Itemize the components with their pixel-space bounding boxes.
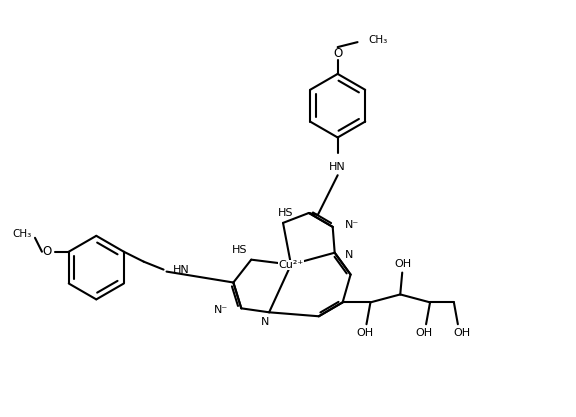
Text: N⁻: N⁻ [214, 305, 229, 315]
Text: N⁻: N⁻ [344, 220, 359, 230]
Text: OH: OH [453, 328, 471, 338]
Text: N: N [344, 250, 353, 260]
Text: N: N [261, 317, 270, 327]
Text: CH₃: CH₃ [369, 35, 388, 45]
Text: OH: OH [415, 328, 433, 338]
Text: O: O [333, 47, 342, 60]
Text: HS: HS [278, 208, 294, 218]
Text: Cu²⁺: Cu²⁺ [278, 260, 304, 270]
Text: OH: OH [395, 259, 412, 269]
Text: HN: HN [172, 265, 190, 274]
Text: O: O [42, 245, 51, 258]
Text: CH₃: CH₃ [13, 229, 32, 239]
Text: HN: HN [329, 162, 346, 172]
Text: OH: OH [356, 328, 373, 338]
Text: HS: HS [232, 245, 247, 255]
